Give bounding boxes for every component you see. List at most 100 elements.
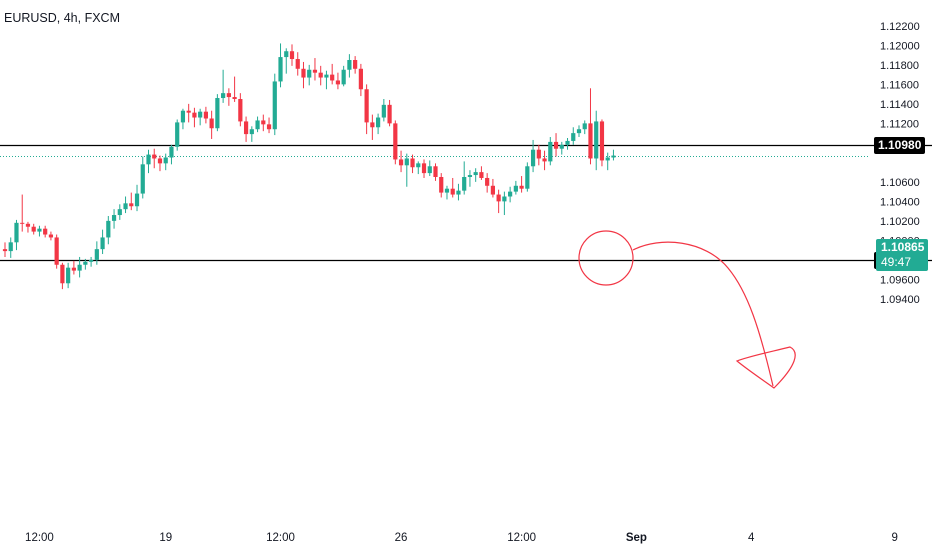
candle-body (117, 209, 122, 216)
level-price-badge: 1.10980 (874, 137, 926, 154)
candle-body (209, 118, 214, 129)
candle-body (565, 140, 570, 145)
current-price-badge: 1.10865 49:47 (876, 239, 928, 271)
candle-body (100, 237, 105, 250)
candle-body (467, 175, 473, 177)
candle-body (255, 120, 260, 130)
candle-body (376, 117, 381, 128)
time-axis-label: 12:00 (25, 532, 54, 544)
candle-body (490, 185, 495, 195)
candle-body (226, 93, 231, 98)
candle-body (203, 111, 208, 119)
candle-body (347, 60, 352, 70)
candle-body (89, 259, 94, 262)
candle-body (530, 149, 536, 167)
candle-body (106, 220, 111, 238)
candle-body (25, 223, 31, 227)
candle-body (387, 104, 392, 124)
candle-body (175, 122, 180, 147)
candle-body (20, 222, 25, 224)
candle-body (129, 203, 134, 207)
candle-body (553, 141, 559, 149)
candle-body (330, 74, 335, 81)
candle-body (404, 158, 409, 166)
annotation-arrowhead (735, 346, 796, 389)
candle-body (548, 141, 553, 162)
candle-body (410, 158, 415, 168)
price-axis-label: 1.10600 (880, 177, 920, 189)
price-axis-label: 1.12200 (880, 21, 920, 33)
candle-body (152, 154, 157, 159)
candle-body (43, 228, 48, 235)
candle-body (140, 164, 145, 194)
candle-body (416, 163, 421, 168)
candle-body (421, 163, 427, 174)
candle-body (243, 121, 249, 135)
candle-body (519, 185, 524, 189)
candle-body (450, 188, 455, 195)
candle-body (398, 159, 404, 166)
price-axis-label: 1.11800 (880, 60, 919, 72)
candle-body (462, 177, 467, 191)
candle-body (134, 193, 140, 207)
candle-body (582, 123, 587, 130)
candle-body (536, 149, 541, 159)
time-axis-label: 4 (748, 532, 755, 544)
candle-body (301, 68, 306, 78)
candle-body (542, 158, 547, 162)
candle-body (94, 249, 99, 260)
candle-body (594, 121, 599, 159)
time-axis-label: Sep (626, 532, 647, 544)
bar-countdown: 49:47 (881, 255, 912, 269)
candle-body (31, 226, 36, 232)
candle-body (232, 97, 237, 99)
candle-body (508, 191, 513, 197)
candle-body (266, 124, 272, 130)
candle-body (605, 157, 610, 161)
candle-body (588, 123, 593, 159)
candle-body (513, 185, 518, 192)
price-axis-label: 1.11400 (880, 99, 919, 111)
price-axis-label: 1.09600 (880, 274, 920, 286)
candle-body (496, 194, 501, 202)
candle-body (353, 60, 358, 69)
candle-body (77, 264, 82, 271)
candle-body (14, 222, 19, 243)
candle-body (261, 120, 266, 125)
candle-body (381, 104, 386, 118)
candle-body (221, 93, 226, 99)
annotation-drawing (578, 230, 796, 389)
candle-body (611, 155, 616, 158)
candle-body (284, 51, 289, 58)
candle-body (71, 267, 76, 271)
candle-body (157, 158, 163, 164)
candle-body (485, 177, 490, 186)
candle-body (433, 166, 438, 177)
candle-body (370, 122, 375, 128)
candle-body (525, 166, 530, 189)
candle-body (180, 110, 186, 123)
candle-body (54, 237, 59, 265)
price-axis[interactable]: 1.12200 1.12000 1.11800 1.11600 1.11400 1.112… (880, 21, 920, 306)
candle-body (111, 215, 117, 221)
candle-body (427, 166, 432, 174)
annotation-circle (578, 230, 634, 286)
time-axis-label: 9 (891, 532, 897, 544)
candle-body (37, 228, 42, 232)
candle-body (48, 234, 54, 238)
candle-body (473, 172, 478, 176)
candle-body (198, 111, 203, 118)
candle-body (502, 196, 507, 202)
time-axis-label: 26 (395, 532, 408, 544)
candle-body (272, 81, 277, 130)
candle-body (66, 267, 71, 284)
candle-body (295, 59, 300, 69)
candle-body (169, 146, 174, 158)
candle-body (123, 203, 128, 210)
candle-body (599, 121, 605, 161)
candle-body (192, 112, 197, 118)
candle-body (576, 129, 582, 134)
candle-body (289, 51, 295, 60)
